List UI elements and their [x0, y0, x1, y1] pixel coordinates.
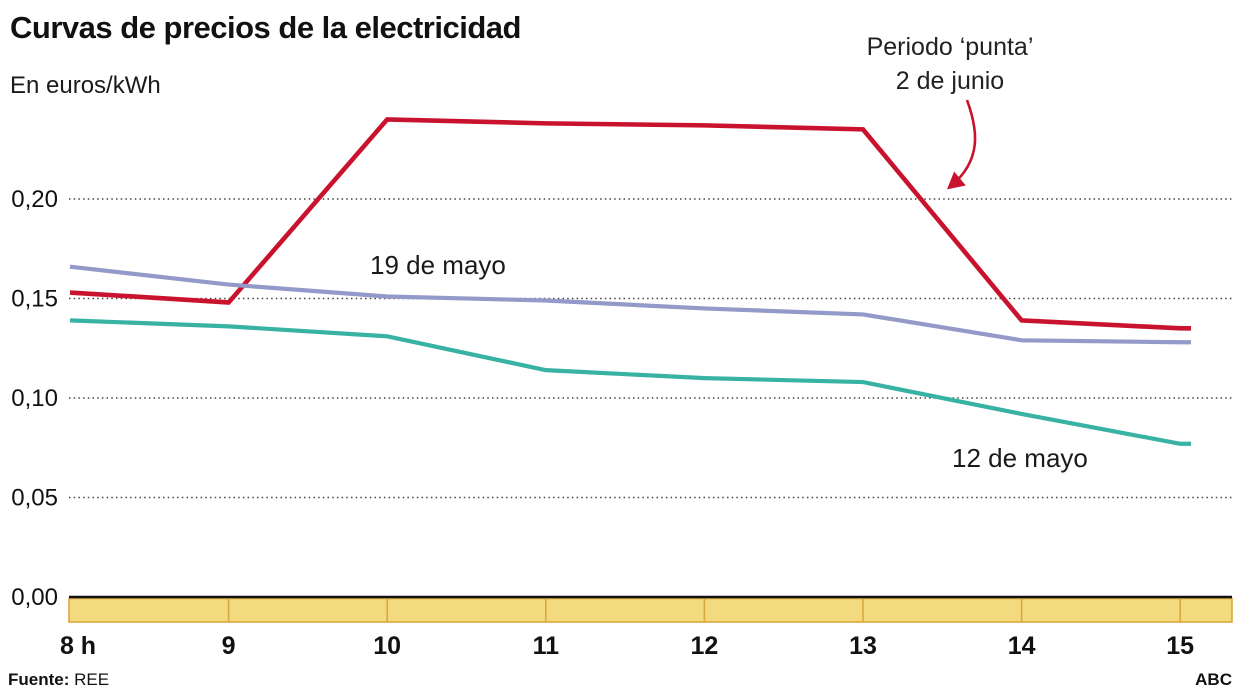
- x-tick-label-8h: 8 h: [60, 632, 96, 660]
- page-title: Curvas de precios de la electricidad: [10, 10, 521, 45]
- x-tick-label-15: 15: [1166, 632, 1194, 660]
- x-tick-label-9: 9: [222, 632, 236, 660]
- credit-label: ABC: [1195, 670, 1232, 689]
- x-tick-label-14: 14: [1008, 632, 1036, 660]
- annotation-19-mayo: 19 de mayo: [370, 250, 506, 280]
- x-tick-label-10: 10: [373, 632, 401, 660]
- source-label: Fuente:: [8, 670, 70, 689]
- chart-units-subtitle: En euros/kWh: [10, 72, 161, 99]
- hours-band: [68, 597, 1233, 623]
- y-tick-label-4: 0,00: [11, 584, 58, 611]
- source-note: Fuente: REE: [8, 670, 109, 690]
- series-line-red: [69, 117, 1191, 331]
- x-tick-label-13: 13: [849, 632, 877, 660]
- peak-annotation-arrow: [947, 99, 977, 190]
- series-line-purple: [69, 264, 1191, 345]
- annotation-peak-line2: 2 de junio: [895, 67, 1005, 95]
- y-tick-label-3: 0,05: [11, 485, 58, 512]
- annotation-peak-period: Periodo ‘punta’ 2 de junio: [820, 30, 1080, 98]
- y-tick-label-2: 0,10: [11, 385, 58, 412]
- source-value: REE: [69, 670, 110, 689]
- annotation-12-mayo: 12 de mayo: [952, 443, 1088, 473]
- y-tick-label-0: 0,20: [11, 186, 58, 213]
- x-tick-label-11: 11: [533, 632, 560, 660]
- x-tick-label-12: 12: [690, 632, 718, 660]
- series-line-teal: [69, 318, 1191, 446]
- annotation-peak-line1: Periodo ‘punta’: [866, 33, 1034, 61]
- y-tick-label-1: 0,15: [11, 286, 58, 313]
